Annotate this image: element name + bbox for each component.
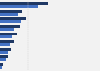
Bar	[0, 20, 21, 23]
Bar	[0, 58, 6, 61]
Bar	[0, 55, 8, 58]
Bar	[0, 13, 18, 16]
Bar	[0, 51, 8, 54]
Bar	[0, 33, 16, 36]
Bar	[0, 17, 26, 20]
Bar	[0, 2, 48, 5]
Bar	[0, 10, 22, 13]
Bar	[0, 48, 11, 51]
Bar	[0, 36, 12, 38]
Bar	[0, 25, 20, 28]
Bar	[0, 5, 38, 8]
Bar	[0, 63, 3, 66]
Bar	[0, 43, 10, 46]
Bar	[0, 40, 14, 43]
Bar	[0, 28, 14, 31]
Bar	[0, 66, 2, 69]
